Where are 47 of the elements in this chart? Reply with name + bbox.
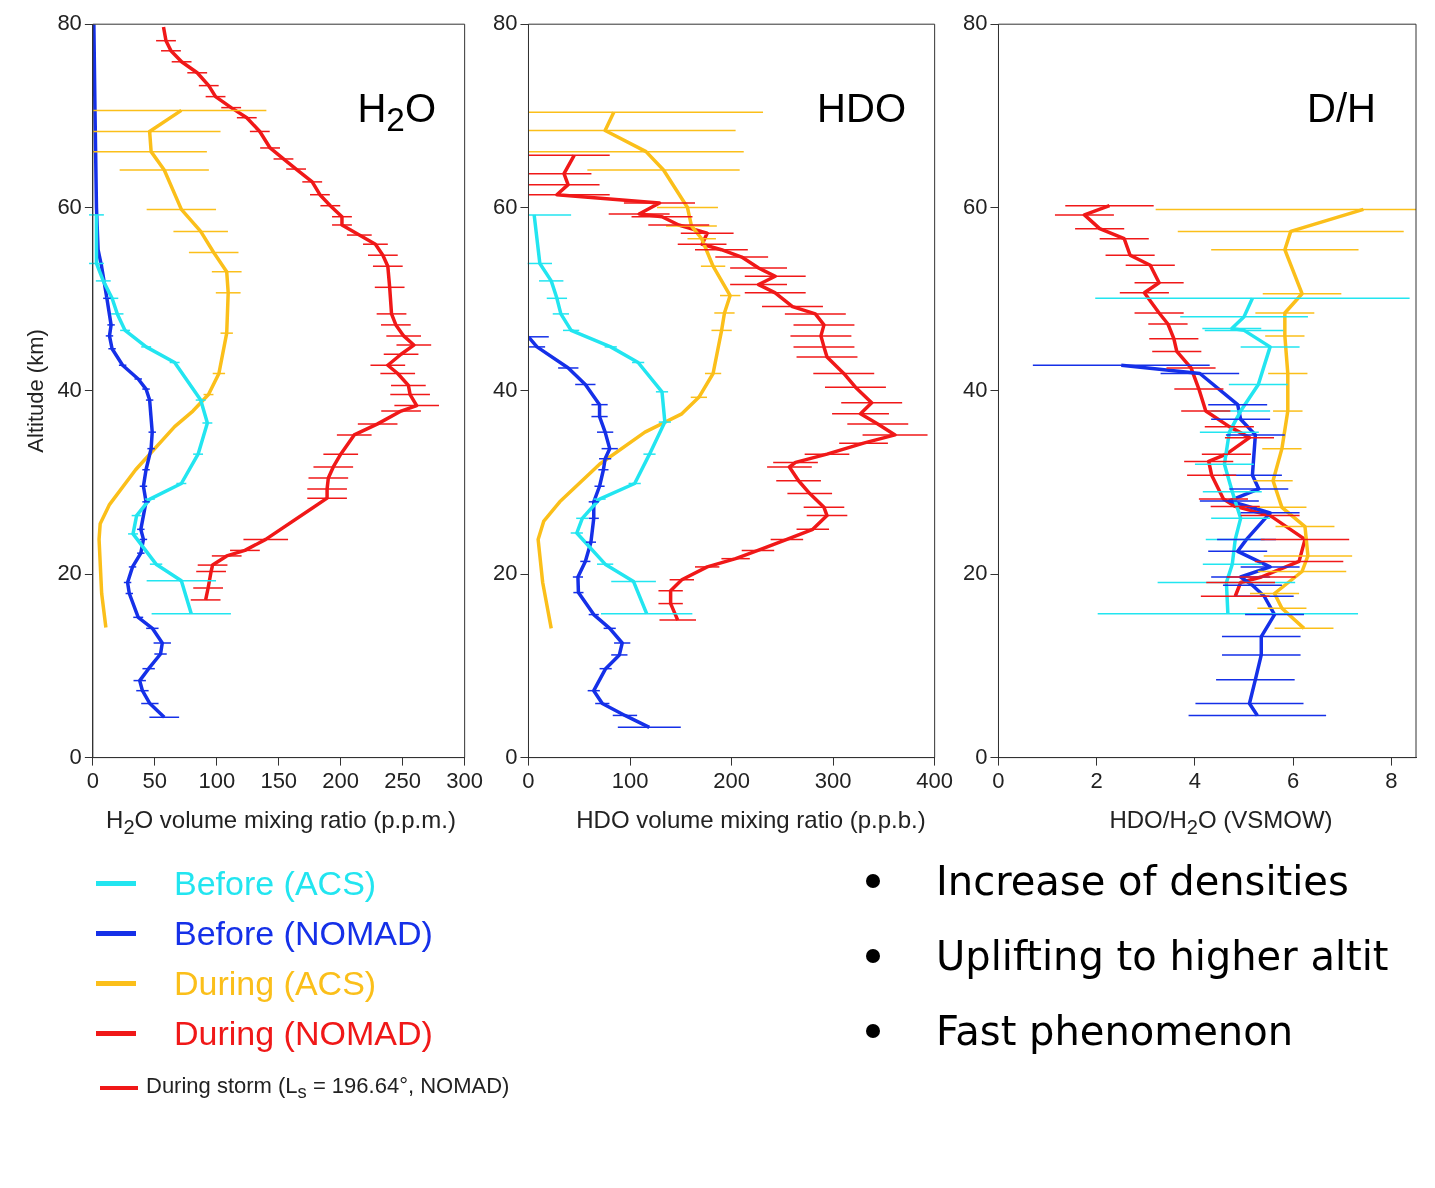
x-tick-label: 6 [1287, 767, 1300, 793]
legend-label: During (NOMAD) [174, 1013, 433, 1053]
x-tick-label: 0 [522, 767, 535, 793]
x-axis-title: H$_{2}$O volume mixing ratio (p.p.m.) [105, 806, 457, 839]
y-tick-label: 20 [57, 560, 82, 586]
y-tick-label: 20 [492, 560, 518, 586]
y-tick-label: 80 [962, 10, 988, 36]
x-tick-label: 0 [86, 767, 99, 793]
x-tick-label: 300 [446, 767, 484, 793]
legend-label: Before (NOMAD) [174, 913, 433, 953]
y-tick-label: 60 [962, 193, 988, 219]
annotation: D/H [1307, 86, 1376, 131]
x-tick-label: 4 [1188, 767, 1202, 793]
x-tick-label: 2 [1090, 767, 1103, 793]
y-tick-label: 0 [975, 743, 988, 769]
x-tick-label: 250 [384, 767, 422, 793]
text: Fast phenomenon [936, 1008, 1294, 1054]
x-tick-label: 200 [322, 767, 360, 793]
x-tick-label: 50 [142, 767, 168, 793]
y-tick-label: 20 [962, 560, 988, 586]
annotation: HDO [817, 86, 906, 131]
y-axis-title: Altitude (km) [23, 329, 49, 453]
x-tick-label: 200 [713, 767, 750, 793]
legend-label: Before (ACS) [174, 863, 377, 903]
y-tick-label: 40 [962, 376, 988, 402]
x-tick-label: 100 [611, 767, 649, 793]
x-tick-label: 0 [992, 767, 1005, 793]
x-tick-label: 8 [1385, 767, 1398, 793]
text: During storm (L$_{s}$ = 196.64°, NOMAD) [146, 1073, 510, 1104]
x-tick-label: 300 [814, 767, 852, 793]
y-tick-label: 80 [492, 10, 518, 36]
y-tick-label: 0 [505, 743, 518, 769]
text: Uplifting to higher altit [936, 933, 1389, 979]
x-axis-title: HDO volume mixing ratio (p.p.b.) [575, 806, 927, 834]
annotation: H$_{2}$O [357, 86, 436, 139]
text: Increase of densities [936, 858, 1349, 904]
y-tick-label: 40 [492, 376, 518, 402]
x-axis-title: HDO/H$_{2}$O (VSMOW) [1108, 806, 1334, 839]
y-tick-label: 60 [492, 193, 518, 219]
x-tick-label: 400 [916, 767, 954, 793]
y-tick-label: 0 [69, 743, 82, 769]
legend-label: During (ACS) [174, 963, 377, 1003]
y-tick-label: 80 [57, 10, 82, 36]
y-tick-label: 60 [57, 193, 82, 219]
x-tick-label: 150 [260, 767, 298, 793]
x-tick-label: 100 [198, 767, 236, 793]
y-tick-label: 40 [57, 376, 82, 402]
